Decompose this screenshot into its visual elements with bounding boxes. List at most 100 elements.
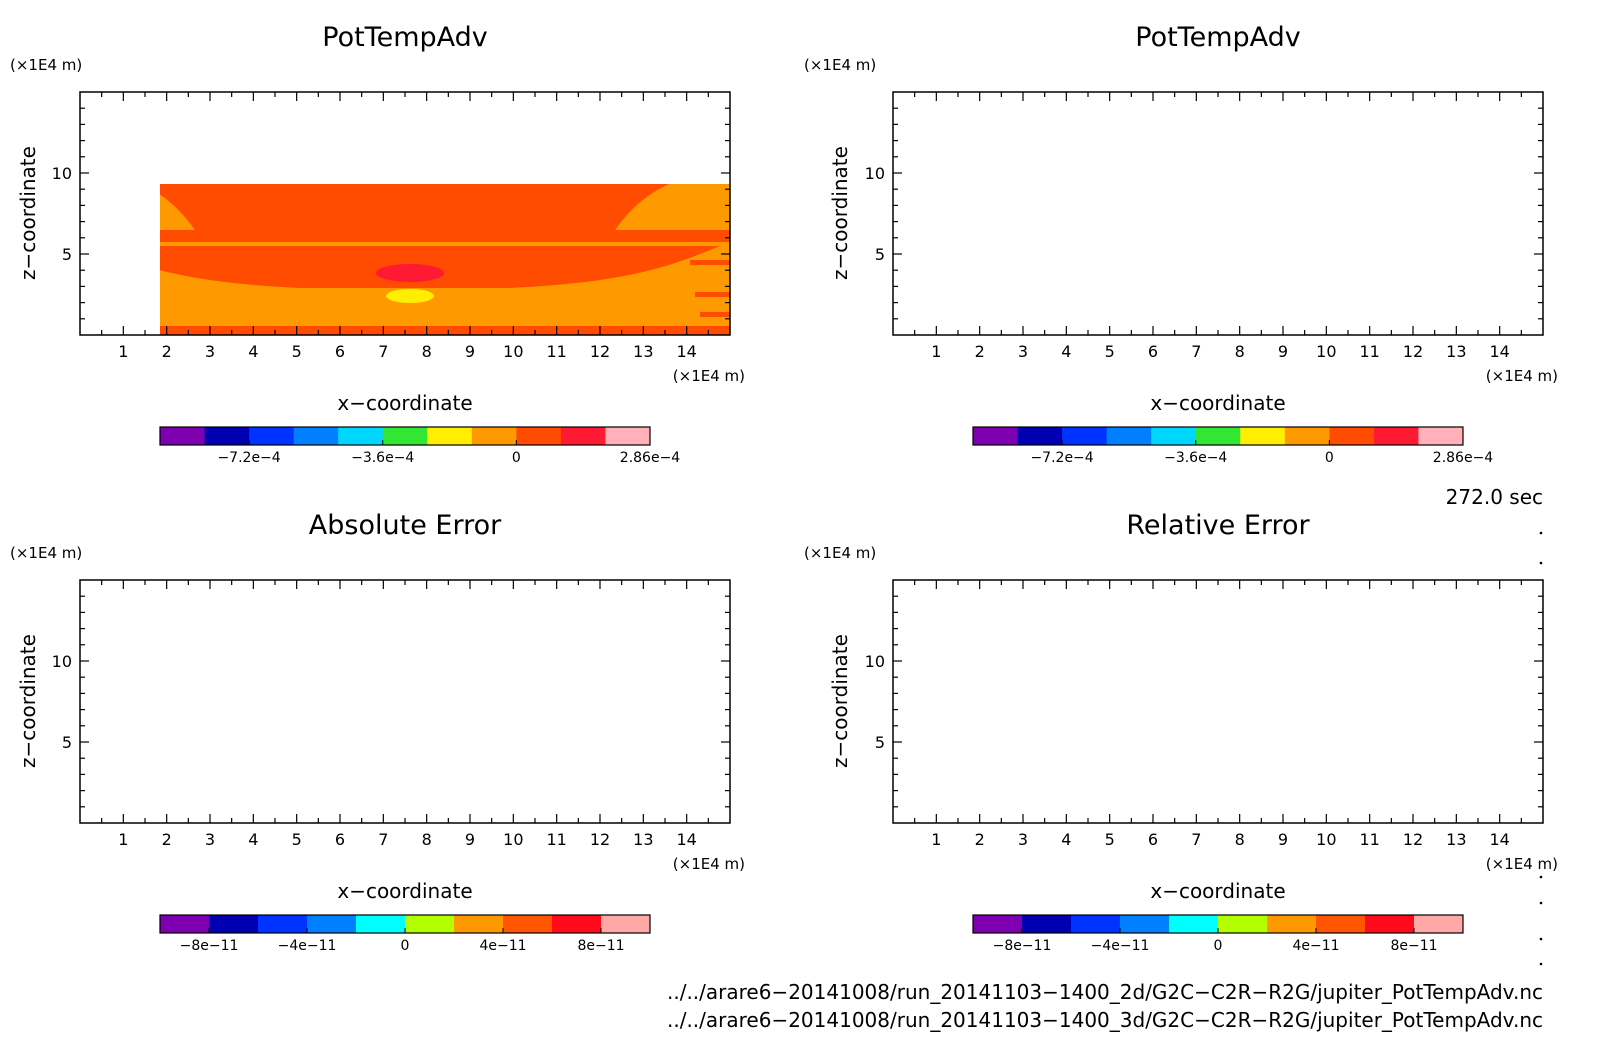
x-scale-label: (×1E4 m) (1486, 367, 1558, 385)
colorbar-swatch (1329, 427, 1375, 445)
y-scale-label: (×1E4 m) (10, 56, 82, 74)
contour-top-right-red (623, 92, 730, 134)
colorbar-swatch (1195, 427, 1241, 445)
contour-purple (1163, 105, 1273, 119)
colorbar-tick-label: 4e−11 (1292, 938, 1339, 954)
colorbar-swatch (356, 915, 406, 933)
contour-deep-orange-mid (893, 137, 1543, 230)
contour-deep-orange-low (893, 230, 1543, 288)
colorbar-swatch (471, 427, 517, 445)
x-tick-label: 9 (465, 342, 475, 361)
contour-band (893, 148, 1543, 152)
y-scale-label: (×1E4 m) (10, 544, 82, 562)
colorbar: −8e−11 −4e−11 0 4e−11 8e−11 (972, 914, 1464, 954)
x-tick-label: 7 (378, 830, 388, 849)
x-scale-label: (×1E4 m) (673, 855, 745, 873)
contour-band (893, 92, 1543, 132)
y-axis-label: z−coordinate (828, 634, 852, 768)
panel-pottempadv-right: PotTempAdv (×1E4 m) (804, 22, 1558, 466)
colorbar-tick-label: 0 (401, 938, 410, 954)
y-tick-label: 5 (62, 733, 72, 752)
x-tick-label: 6 (335, 342, 345, 361)
colorbar-swatch (1151, 427, 1197, 445)
contour-pink-left (891, 95, 935, 113)
colorbar-swatch (503, 915, 553, 933)
contour-field (891, 74, 1545, 335)
contour-band (700, 312, 730, 317)
y-tick-label: 10 (865, 164, 885, 183)
colorbar-swatch (601, 915, 651, 933)
y-tick-label: 5 (62, 245, 72, 264)
colorbar-tick-label: −8e−11 (993, 938, 1052, 954)
x-tick-label: 7 (378, 342, 388, 361)
colorbar-swatch (1071, 915, 1121, 933)
colorbar-swatch (258, 915, 308, 933)
panel-pottempadv-left: PotTempAdv (×1E4 m) (10, 22, 745, 466)
colorbar: −7.2e−4 −3.6e−4 0 2.86e−4 (159, 426, 681, 466)
x-tick-label: 1 (931, 830, 941, 849)
contour-top-right-red (1436, 92, 1543, 134)
contour-band (80, 292, 115, 297)
colorbar-swatch (454, 915, 504, 933)
contour-band (695, 292, 730, 297)
x-tick-label: 13 (1446, 342, 1466, 361)
file-path-3d: ../../arare6−20141008/run_20141103−1400_… (667, 1008, 1543, 1032)
contour-yellow-blob (1199, 289, 1247, 303)
contour-pink-right (688, 95, 732, 113)
x-tick-label: 1 (118, 830, 128, 849)
contour-band (893, 292, 928, 297)
colorbar-swatch (1120, 915, 1170, 933)
colorbar-swatch (405, 915, 455, 933)
contour-purple (350, 105, 460, 119)
x-tick-label: 4 (1061, 830, 1071, 849)
x-tick-label: 9 (1278, 342, 1288, 361)
panel-title: PotTempAdv (1135, 22, 1301, 53)
x-tick-label: 4 (248, 830, 258, 849)
x-scale-label: (×1E4 m) (673, 367, 745, 385)
contour-dark-blue (1133, 97, 1303, 123)
colorbar-swatch (338, 427, 384, 445)
panel-title: Relative Error (1126, 510, 1310, 541)
x-tick-label: 5 (292, 830, 302, 849)
contour-band (1503, 260, 1543, 265)
colorbar-frame (972, 426, 1464, 446)
colorbar-swatch (1373, 427, 1419, 445)
y-tick-label: 10 (52, 652, 72, 671)
x-tick-label: 1 (118, 342, 128, 361)
colorbar-swatch (516, 427, 562, 445)
contour-band (160, 326, 730, 335)
colorbar-tick-label: −4e−11 (278, 938, 337, 954)
colorbar-swatch (1017, 427, 1063, 445)
x-tick-label: 13 (1446, 830, 1466, 849)
plot-frame (892, 91, 1544, 336)
x-tick-label: 10 (503, 830, 523, 849)
colorbar-tick-label: 2.86e−4 (620, 450, 681, 466)
x-tick-label: 4 (248, 342, 258, 361)
contour-band (1513, 312, 1543, 317)
x-tick-label: 11 (1359, 830, 1379, 849)
x-tick-label: 14 (1489, 830, 1509, 849)
colorbar-swatch (973, 915, 1023, 933)
x-tick-label: 14 (1489, 342, 1509, 361)
colorbar-swatch (1316, 915, 1366, 933)
colorbar-swatch (1284, 427, 1330, 445)
colorbar-swatch (605, 427, 651, 445)
x-tick-label: 9 (1278, 830, 1288, 849)
colorbar-tick-label: 8e−11 (577, 938, 624, 954)
colorbar-tick-label: 0 (1214, 938, 1223, 954)
panel-relative-error: Relative Error (×1E4 m) 1 2 3 4 5 6 7 8 9 10 11 12 1… (804, 510, 1558, 954)
contour-deep-orange-mid (160, 184, 670, 230)
file-path-2d: ../../arare6−20141008/run_20141103−1400_… (667, 980, 1543, 1004)
colorbar-tick-label: 8e−11 (1390, 938, 1437, 954)
x-tick-label: 10 (503, 342, 523, 361)
colorbar-tick-label: −3.6e−4 (351, 450, 414, 466)
x-tick-label: 9 (465, 830, 475, 849)
colorbar-swatch (1267, 915, 1317, 933)
contour-field (80, 74, 732, 335)
y-axis-label: z−coordinate (16, 634, 40, 768)
contour-band (893, 312, 923, 317)
contour-yellow (195, 74, 615, 140)
x-tick-label: 5 (1105, 342, 1115, 361)
